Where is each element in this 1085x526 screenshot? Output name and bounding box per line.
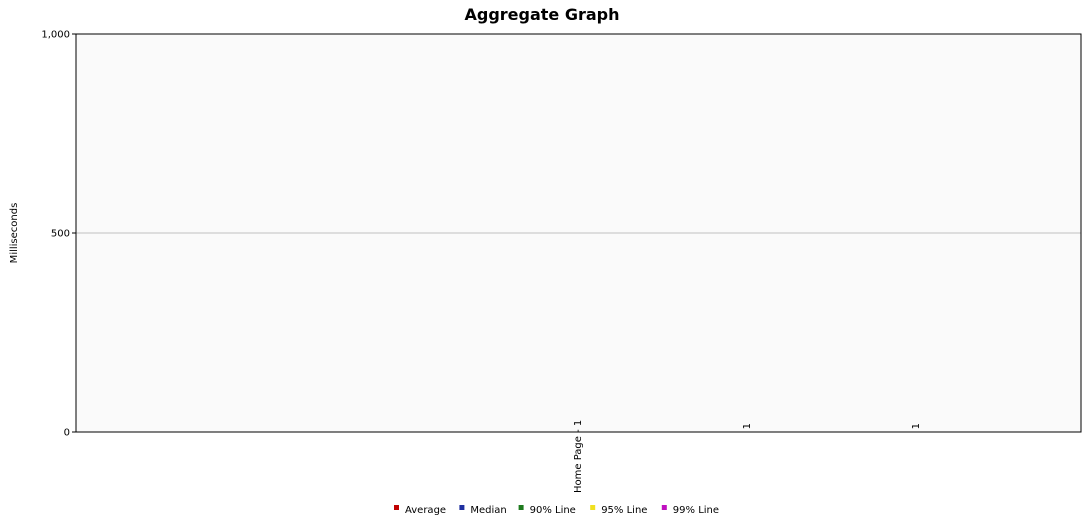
chart-title: Aggregate Graph xyxy=(464,5,619,24)
legend-swatch xyxy=(661,505,667,510)
legend-label: Median xyxy=(470,505,506,516)
y-tick-label: 500 xyxy=(51,229,70,240)
x-category-label: 1 xyxy=(911,423,922,429)
x-category-label: Home Page - 1 xyxy=(573,420,584,493)
x-category-label: 1 xyxy=(742,423,753,429)
x-axis-categories: Home Page - 1 1 1 xyxy=(573,420,922,493)
legend: Average Median 90% Line 95% Line 99% Line xyxy=(394,505,719,516)
legend-swatch xyxy=(590,505,596,510)
y-tick-label: 1,000 xyxy=(41,30,70,41)
legend-label: 99% Line xyxy=(673,505,719,516)
y-tick-label: 0 xyxy=(64,428,70,439)
legend-swatch xyxy=(394,505,399,510)
y-axis-ticks: 0 500 1,000 xyxy=(41,30,76,439)
legend-swatch xyxy=(459,505,465,510)
legend-swatch xyxy=(518,505,524,510)
legend-label: 95% Line xyxy=(601,505,647,516)
y-axis-label: Milliseconds xyxy=(9,203,20,264)
legend-label: Average xyxy=(405,505,446,516)
legend-label: 90% Line xyxy=(530,505,576,516)
